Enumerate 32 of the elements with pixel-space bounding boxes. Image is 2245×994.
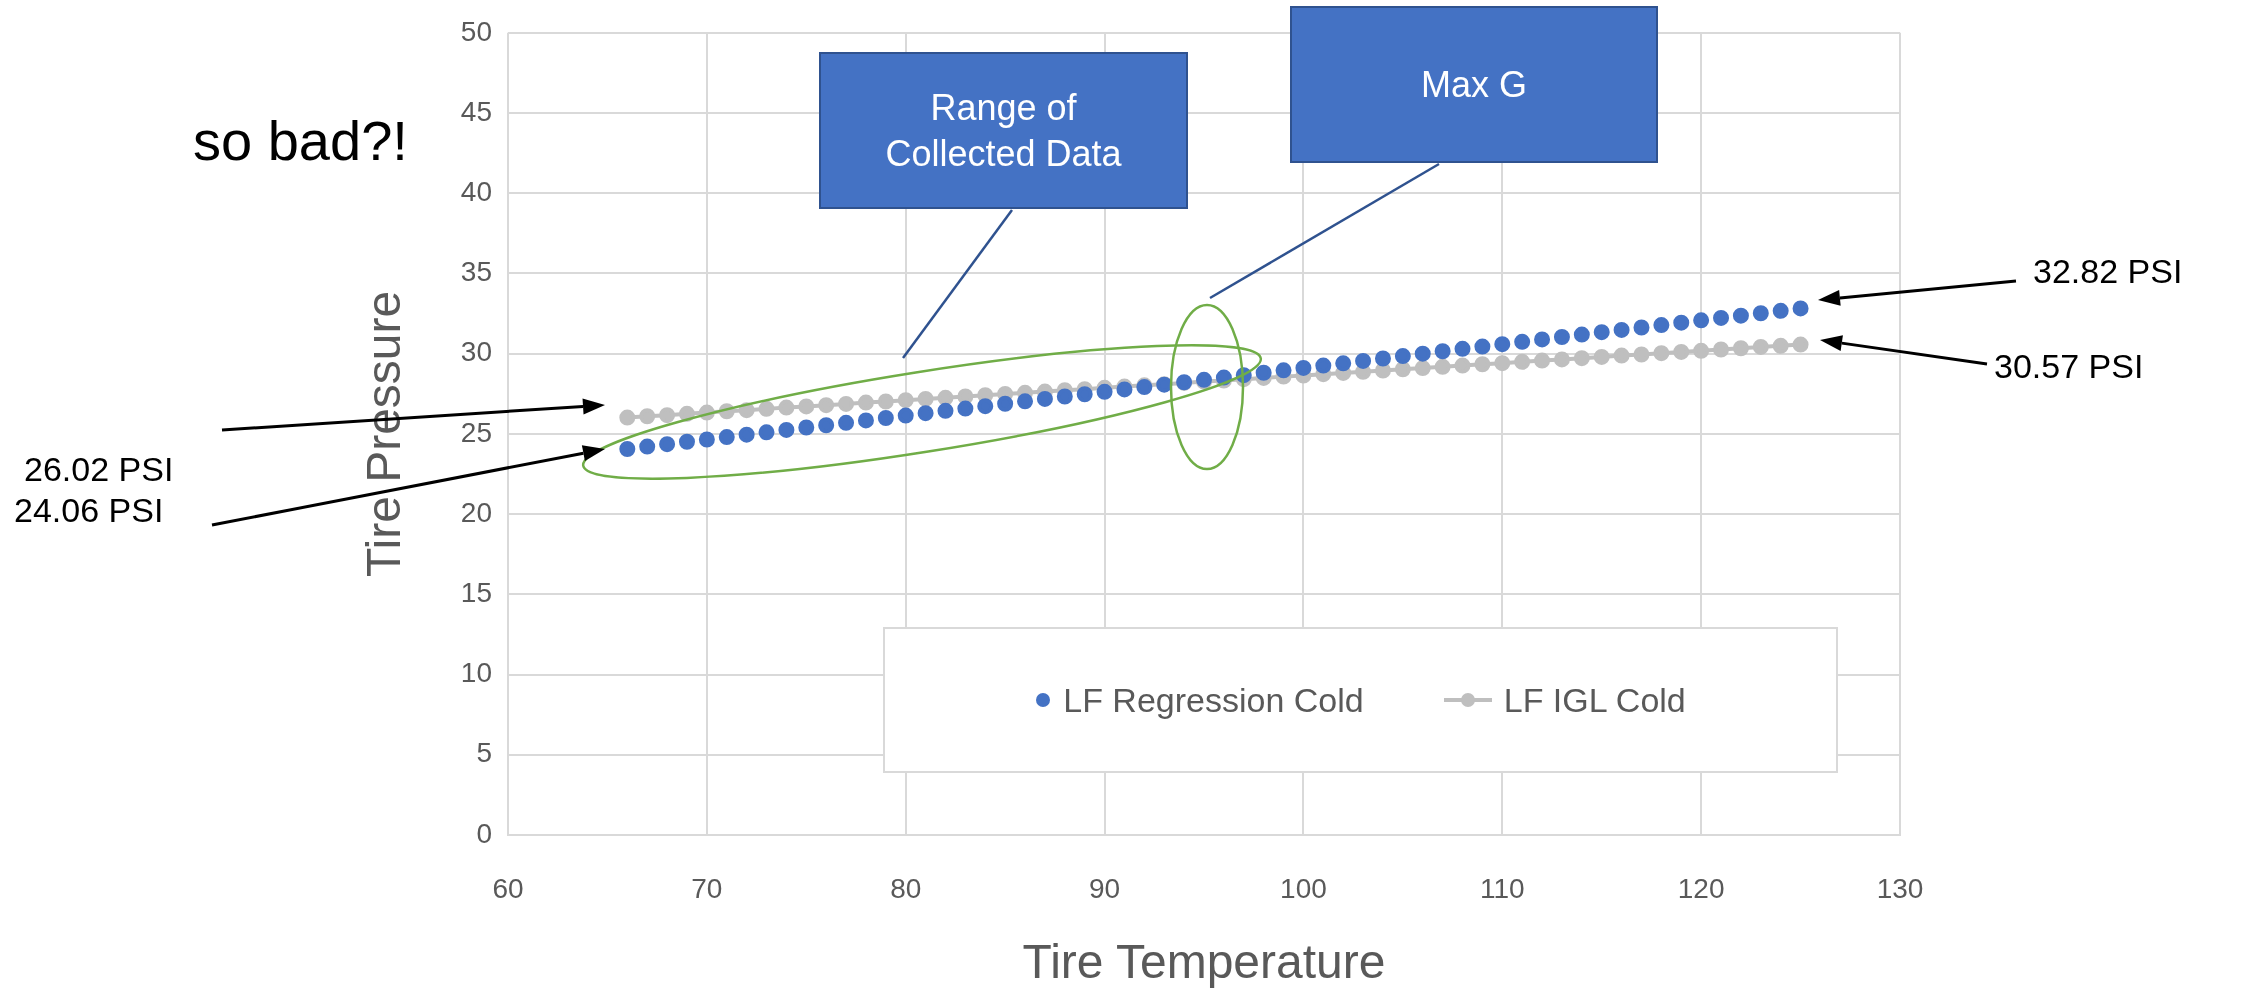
- y-tick-label: 25: [460, 416, 492, 448]
- x-axis-title: Tire Temperature: [1022, 935, 1386, 989]
- text: 32.82 PSI: [2033, 252, 2183, 291]
- x-tick-label: 60: [492, 872, 524, 904]
- legend-label: LF IGL Cold: [1503, 680, 1686, 720]
- y-tick-label: 35: [460, 256, 492, 288]
- x-tick-label: 120: [1677, 872, 1725, 904]
- y-tick-label: 5: [476, 737, 492, 769]
- annotation: Range of Collected Data: [885, 86, 1123, 174]
- y-tick-label: 0: [476, 817, 492, 849]
- x-tick-label: 130: [1876, 872, 1924, 904]
- text: 24.06 PSI: [14, 491, 164, 530]
- y-tick-label: 40: [460, 175, 492, 207]
- x-tick-label: 70: [691, 872, 723, 904]
- text: 30.57 PSI: [1994, 347, 2144, 386]
- y-tick-label: 30: [460, 336, 492, 368]
- x-tick-label: 100: [1280, 872, 1327, 904]
- legend-label: LF Regression Cold: [1063, 680, 1364, 720]
- y-tick-label: 15: [460, 577, 492, 609]
- y-tick-label: 45: [460, 95, 492, 127]
- y-tick-label: 50: [460, 15, 492, 47]
- callout: Max G: [1209, 6, 1658, 300]
- y-axis-title: Tire Pressure: [357, 290, 411, 578]
- text: 26.02 PSI: [24, 450, 174, 489]
- annotation: Max G: [1420, 63, 1528, 105]
- x-tick-label: 110: [1479, 872, 1525, 904]
- callout: Range of Collected Data: [819, 52, 1188, 359]
- x-tick-label: 90: [1088, 872, 1121, 904]
- y-tick-label: 10: [460, 657, 492, 689]
- text: so bad?!: [193, 108, 408, 173]
- x-tick-label: 80: [890, 872, 922, 904]
- y-tick-label: 20: [460, 496, 492, 528]
